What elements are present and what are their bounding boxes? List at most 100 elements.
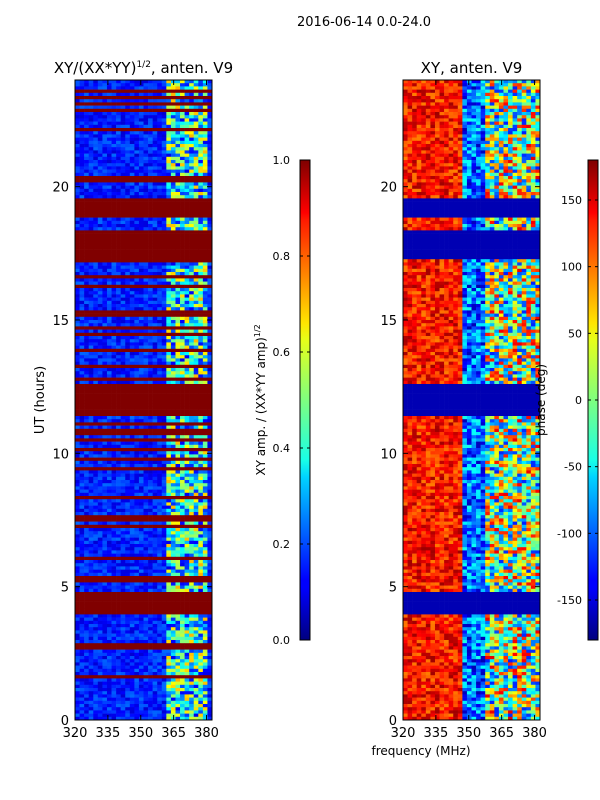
heatmap-cell — [180, 422, 185, 426]
heatmap-cell — [134, 496, 140, 500]
heatmap-cell — [202, 144, 208, 148]
heatmap-cell — [125, 163, 131, 167]
heatmap-cell — [97, 176, 103, 180]
heatmap-cell — [129, 598, 135, 602]
heatmap-cell — [116, 473, 121, 478]
heatmap-cell — [111, 105, 117, 110]
heatmap-cell — [125, 608, 131, 612]
heatmap-cell — [129, 140, 135, 145]
heatmap-cell — [84, 371, 89, 375]
heatmap-cell — [75, 329, 80, 334]
heatmap-cell — [193, 483, 199, 487]
heatmap-cell — [84, 329, 89, 334]
heatmap-cell — [134, 92, 140, 97]
heatmap-cell — [193, 588, 199, 593]
heatmap-cell — [166, 176, 172, 180]
heatmap-cell — [175, 339, 181, 343]
heatmap-cell — [166, 598, 172, 602]
heatmap-cell — [97, 537, 103, 542]
heatmap-cell — [148, 432, 153, 436]
heatmap-cell — [93, 377, 99, 382]
heatmap-cell — [79, 329, 85, 334]
heatmap-cell — [125, 448, 131, 452]
heatmap-cell — [79, 441, 85, 446]
heatmap-cell — [189, 265, 195, 270]
heatmap-cell — [161, 185, 167, 190]
heatmap-cell — [106, 537, 112, 542]
heatmap-cell — [111, 339, 117, 343]
heatmap-cell — [148, 537, 153, 542]
heatmap-cell — [75, 342, 80, 346]
heatmap-cell — [97, 147, 103, 151]
heatmap-cell — [189, 364, 195, 369]
heatmap-cell — [79, 345, 85, 350]
heatmap-cell — [97, 483, 103, 487]
heatmap-cell — [202, 451, 208, 455]
heatmap-cell — [102, 310, 108, 314]
heatmap-cell — [129, 409, 135, 414]
heatmap-cell — [202, 211, 208, 215]
heatmap-cell — [202, 310, 208, 314]
heatmap-cell — [134, 441, 140, 446]
heatmap-cell — [184, 336, 190, 340]
heatmap-cell — [102, 467, 108, 471]
heatmap-cell — [97, 345, 103, 350]
heatmap-cell — [97, 563, 103, 567]
heatmap-cell — [170, 390, 176, 394]
heatmap-cell — [143, 512, 149, 516]
heatmap-cell — [202, 460, 208, 465]
heatmap-cell — [106, 470, 112, 474]
heatmap-cell — [116, 592, 121, 596]
heatmap-cell — [143, 105, 149, 110]
heatmap-cell — [120, 320, 126, 324]
heatmap-cell — [202, 544, 208, 548]
heatmap-cell — [184, 595, 190, 599]
heatmap-cell — [175, 204, 181, 209]
heatmap-cell — [138, 435, 144, 439]
heatmap-cell — [120, 268, 126, 273]
heatmap-cell — [120, 214, 126, 218]
heatmap-cell — [84, 262, 89, 266]
heatmap-cell — [88, 89, 94, 94]
heatmap-cell — [166, 393, 172, 398]
heatmap-cell — [129, 227, 135, 231]
heatmap-cell — [116, 448, 121, 452]
heatmap-cell — [106, 576, 112, 580]
heatmap-cell — [97, 457, 103, 462]
heatmap-cell — [148, 99, 153, 103]
heatmap-cell — [75, 268, 80, 273]
heatmap-cell — [120, 531, 126, 535]
heatmap-cell — [175, 112, 181, 116]
heatmap-cell — [184, 249, 190, 254]
heatmap-cell — [97, 150, 103, 154]
heatmap-cell — [93, 396, 99, 401]
heatmap-cell — [193, 275, 199, 279]
heatmap-cell — [84, 128, 89, 132]
heatmap-cell — [198, 332, 204, 337]
heatmap-cell — [143, 211, 149, 215]
heatmap-cell — [84, 483, 89, 487]
heatmap-cell — [120, 188, 126, 193]
heatmap-cell — [161, 169, 167, 174]
heatmap-cell — [129, 214, 135, 218]
heatmap-cell — [129, 118, 135, 122]
heatmap-cell — [207, 355, 212, 359]
heatmap-cell — [180, 480, 185, 484]
heatmap-cell — [79, 201, 85, 206]
heatmap-cell — [120, 384, 126, 388]
heatmap-cell — [102, 390, 108, 394]
heatmap-cell — [189, 483, 195, 487]
heatmap-cell — [106, 400, 112, 404]
heatmap-cell — [134, 512, 140, 516]
heatmap-cell — [116, 220, 121, 225]
heatmap-cell — [207, 396, 212, 401]
heatmap-cell — [143, 195, 149, 199]
heatmap-cell — [152, 332, 158, 337]
heatmap-cell — [202, 214, 208, 218]
heatmap-cell — [148, 329, 153, 334]
heatmap-cell — [84, 585, 89, 590]
heatmap-cell — [161, 553, 167, 558]
heatmap-cell — [97, 547, 103, 551]
heatmap-cell — [88, 272, 94, 276]
heatmap-cell — [143, 409, 149, 414]
